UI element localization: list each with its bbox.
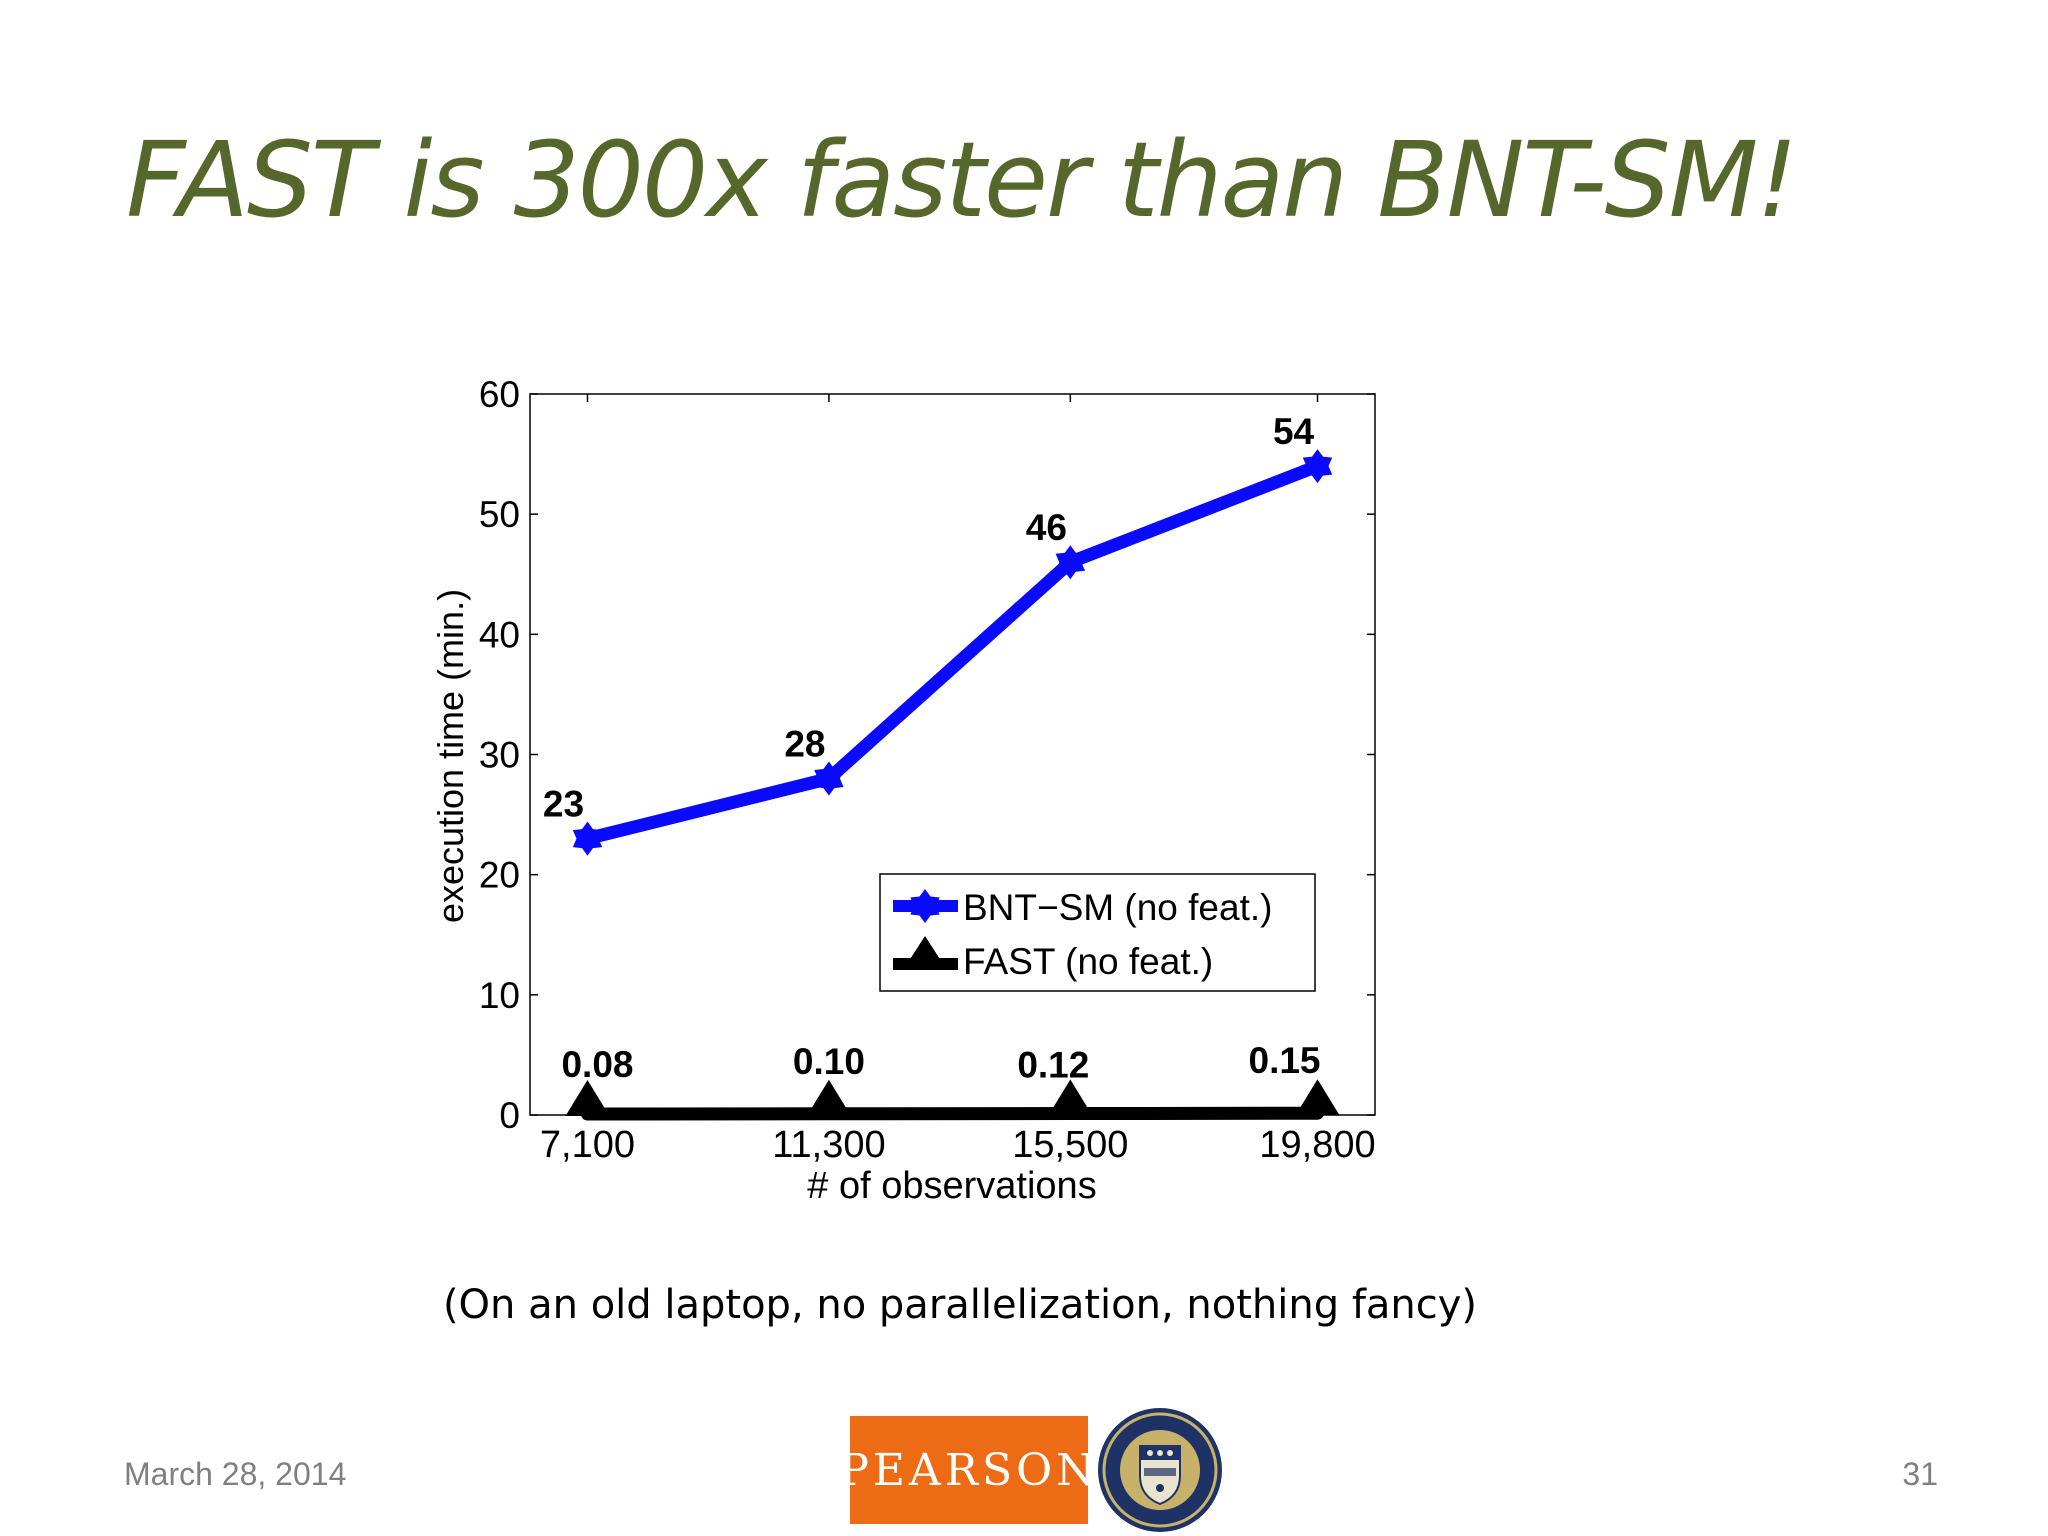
x-tick-label: 15,500 xyxy=(1012,1124,1128,1166)
bnt-sm-data-label: 23 xyxy=(543,784,584,825)
bnt-sm-data-label: 54 xyxy=(1273,411,1315,452)
fast-point xyxy=(1295,1079,1340,1116)
legend: BNT−SM (no feat.) FAST (no feat.) xyxy=(879,873,1316,992)
x-tick-label: 11,300 xyxy=(772,1124,885,1166)
slide-date: March 28, 2014 xyxy=(124,1456,347,1492)
bnt-sm-point xyxy=(1302,449,1333,484)
fast-data-label: 0.12 xyxy=(1017,1045,1089,1086)
bnt-sm-point xyxy=(1055,545,1086,580)
series-layer: 23 28 46 54 0.08 0.10 0.12 0.15 xyxy=(543,411,1340,1121)
y-tick-label: 20 xyxy=(479,855,520,896)
bnt-sm-point xyxy=(814,761,844,796)
university-of-pittsburgh-seal-icon xyxy=(1098,1408,1222,1532)
y-axis-label: execution time (min.) xyxy=(430,589,471,923)
legend-bnt-marker xyxy=(910,889,940,923)
bnt-sm-point xyxy=(572,821,603,856)
legend-fast-marker xyxy=(903,936,947,970)
x-tick-label: 7,100 xyxy=(540,1124,635,1166)
fast-point xyxy=(806,1079,851,1116)
series-line-bnt-sm xyxy=(580,459,1325,846)
fast-point xyxy=(565,1080,610,1117)
y-tick-label: 50 xyxy=(479,494,520,535)
slide-title: FAST is 300x faster than BNT-SM! xyxy=(126,119,1798,241)
legend-fast-label: FAST (no feat.) xyxy=(963,941,1213,982)
x-axis: 7,100 11,300 15,500 19,800 xyxy=(540,394,1376,1166)
y-tick-label: 10 xyxy=(479,975,520,1016)
y-tick-label: 40 xyxy=(479,614,520,655)
pearson-logo: PEARSON xyxy=(839,1416,1095,1524)
bnt-sm-data-label: 46 xyxy=(1026,507,1067,548)
y-axis: 0 10 20 30 40 50 60 xyxy=(479,374,1375,1136)
y-tick-label: 60 xyxy=(479,374,520,415)
fast-data-label: 0.15 xyxy=(1249,1040,1321,1081)
x-axis-label: # of observations xyxy=(807,1165,1096,1207)
fast-data-label: 0.08 xyxy=(561,1044,633,1085)
legend-box xyxy=(879,873,1316,992)
fast-point xyxy=(1048,1079,1093,1116)
y-tick-label: 30 xyxy=(479,735,520,776)
slide-caption: (On an old laptop, no parallelization, n… xyxy=(442,1282,1478,1328)
legend-bnt-label: BNT−SM (no feat.) xyxy=(963,887,1272,928)
page-number: 31 xyxy=(1902,1456,1938,1492)
bnt-sm-data-label: 28 xyxy=(784,724,825,765)
fast-data-label: 0.10 xyxy=(793,1041,865,1082)
plot-area-frame xyxy=(529,393,1376,1116)
x-tick-label: 19,800 xyxy=(1259,1124,1375,1166)
series-line-fast xyxy=(580,1106,1325,1121)
y-tick-label: 0 xyxy=(499,1095,520,1136)
